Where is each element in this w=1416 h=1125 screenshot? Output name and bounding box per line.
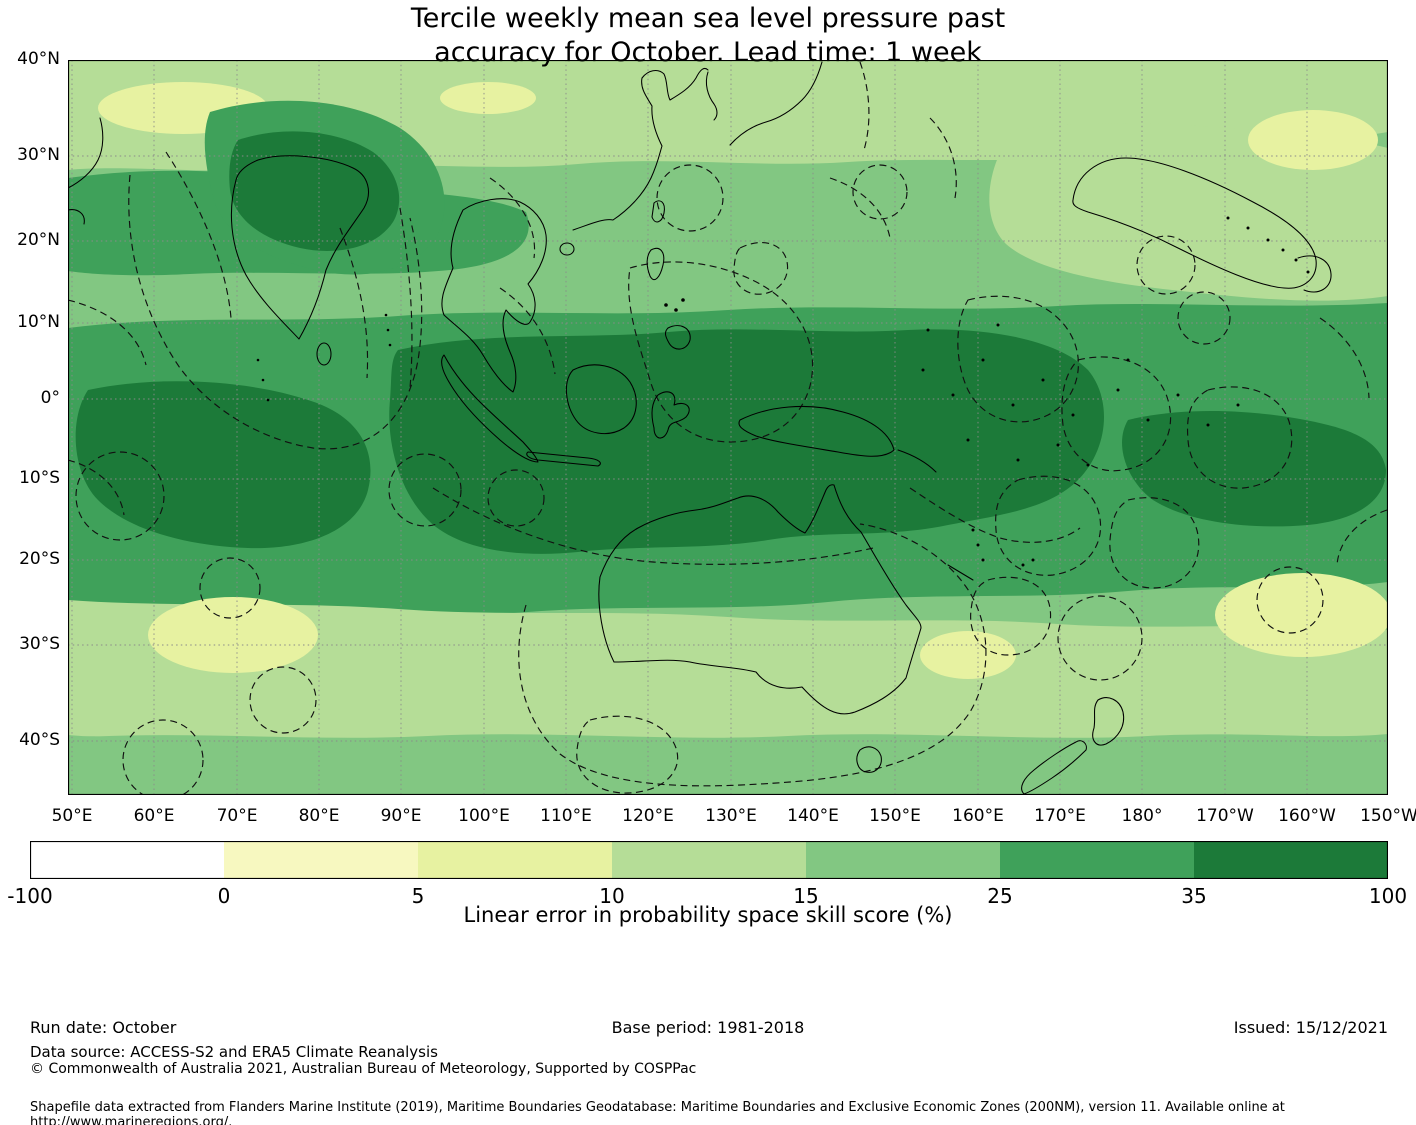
map-svg [67, 59, 1391, 801]
colorbar-segment [30, 841, 224, 879]
x-axis-tick: 150°E [869, 806, 921, 826]
data-source-text: Data source: ACCESS-S2 and ERA5 Climate … [30, 1043, 438, 1061]
coastline-nz-south [1021, 740, 1087, 795]
y-axis-tick: 30°S [19, 634, 60, 654]
fill-pale-spot [148, 597, 318, 673]
colorbar-tick: 35 [1181, 884, 1207, 908]
coastline-india [230, 155, 369, 340]
coastline-hainan [559, 242, 575, 256]
y-axis-tick: 0° [40, 388, 60, 408]
coastline-china [572, 67, 709, 231]
coastline-sulawesi [651, 391, 690, 439]
x-axis-tick: 150°W [1360, 806, 1416, 826]
shapefile-note: Shapefile data extracted from Flanders M… [30, 1100, 1285, 1125]
colorbar-segment [806, 841, 1000, 879]
x-axis-tick: 170°W [1196, 806, 1254, 826]
fill-pale-spot [440, 82, 536, 114]
colorbar-tick: 100 [1368, 884, 1408, 908]
title-line-1: Tercile weekly mean sea level pressure p… [410, 3, 1006, 34]
y-axis-tick: 40°S [19, 730, 60, 750]
x-axis-tick: 130°E [705, 806, 757, 826]
fill-medium-bottom [68, 734, 1388, 795]
coastline-java [526, 451, 601, 467]
colorbar-segment [224, 841, 418, 879]
hawaii-eez-boundary [1072, 157, 1317, 289]
fill-pale-spot [920, 631, 1016, 679]
hawaii-eez-boundary-lobe [1297, 255, 1332, 293]
coastline-new-guinea [738, 405, 895, 457]
colorbar-label: Linear error in probability space skill … [463, 903, 953, 927]
fill-pale-spot [1248, 110, 1378, 170]
coastline-borneo [565, 364, 637, 435]
coastline-japan [729, 61, 823, 146]
colorbar-tick: 5 [411, 884, 425, 908]
x-axis-tick: 110°E [540, 806, 592, 826]
colorbar-segment [1000, 841, 1194, 879]
coastline-mindanao [664, 325, 691, 350]
x-axis-tick: 70°E [216, 806, 258, 826]
x-axis-tick: 90°E [380, 806, 422, 826]
x-axis-tick: 120°E [622, 806, 674, 826]
x-axis-tick: 180° [1121, 806, 1163, 826]
x-axis-tick: 160°W [1278, 806, 1336, 826]
coastline-indochina [441, 198, 547, 393]
y-axis-tick: 20°S [19, 549, 60, 569]
y-axis-tick: 10°N [17, 312, 60, 332]
x-axis-tick: 160°E [952, 806, 1004, 826]
x-axis-tick: 170°E [1034, 806, 1086, 826]
graticule-grid [68, 60, 1388, 795]
skill-score-fills [68, 60, 1391, 795]
issued-date-text: Issued: 15/12/2021 [1233, 1018, 1388, 1037]
map-plot [67, 59, 1391, 801]
colorbar-tick: 25 [987, 884, 1013, 908]
colorbar-segment [612, 841, 806, 879]
x-axis-tick: 50°E [51, 806, 93, 826]
y-axis-tick: 30°N [17, 145, 60, 165]
coastline-nz-north [1092, 697, 1125, 746]
coastlines [67, 61, 1332, 795]
colorbar-tick: 15 [793, 884, 819, 908]
colorbar-tick: -100 [7, 884, 53, 908]
colorbar-tick: 10 [599, 884, 625, 908]
fill-darkest-indian-ocean [75, 381, 371, 549]
colorbar [29, 840, 1389, 880]
small-islands [256, 216, 1310, 567]
coastline-luzon [646, 247, 665, 281]
colorbar-frame [29, 840, 1389, 880]
eez-boundaries [67, 61, 1388, 801]
fill-darkest-tibet-core [229, 131, 400, 251]
coastline-new-caledonia [947, 564, 974, 581]
title-line-2: accuracy for October. Lead time: 1 week [434, 37, 982, 68]
copyright-text: © Commonwealth of Australia 2021, Austra… [30, 1061, 697, 1077]
coastline-arabia [67, 117, 104, 225]
x-axis-tick: 100°E [458, 806, 510, 826]
y-axis-tick: 40°N [17, 49, 60, 69]
run-date-text: Run date: October [30, 1018, 177, 1037]
fill-pale-spot [1215, 573, 1391, 657]
coastline-australia [598, 484, 922, 715]
colorbar-svg [29, 840, 1389, 880]
coastline-sri-lanka [316, 342, 332, 366]
colorbar-segment [418, 841, 612, 879]
x-axis-tick: 80°E [298, 806, 340, 826]
y-axis-tick: 10°S [19, 468, 60, 488]
fill-darkest-east [1122, 410, 1386, 527]
colorbar-tick: 0 [217, 884, 231, 908]
page-title: Tercile weekly mean sea level pressure p… [0, 2, 1416, 70]
base-period-text: Base period: 1981-2018 [611, 1018, 805, 1037]
map-frame [67, 59, 1389, 796]
coastline-sumatra [441, 354, 539, 463]
x-axis-tick: 60°E [133, 806, 175, 826]
coastline-solomons [897, 449, 937, 473]
coastline-korea [705, 71, 718, 121]
coastline-tasmania [856, 746, 882, 773]
colorbar-segment [1194, 841, 1388, 879]
coastline-taiwan [651, 200, 665, 223]
y-axis-tick: 20°N [17, 230, 60, 250]
x-axis-tick: 140°E [787, 806, 839, 826]
